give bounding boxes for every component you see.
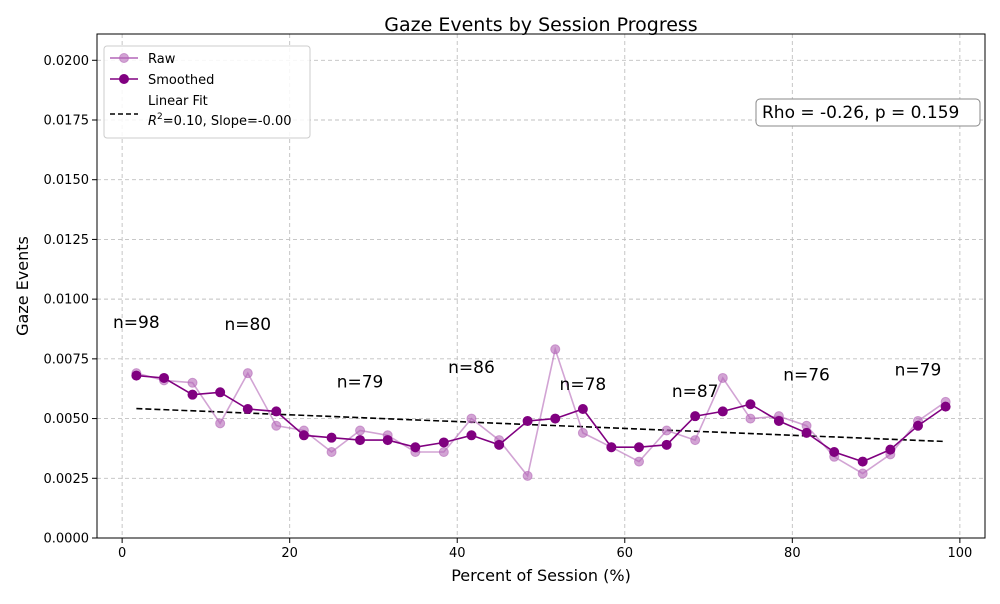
y-tick-label: 0.0200 bbox=[44, 54, 90, 69]
raw-point bbox=[215, 418, 226, 429]
annotation-layer: n=98 n=80 n=79 n=86 n=78 n=87 n=76 n=79 bbox=[113, 313, 941, 402]
smoothed-point bbox=[355, 435, 366, 446]
legend-raw-marker bbox=[119, 53, 129, 63]
x-tick-label: 20 bbox=[281, 546, 298, 561]
x-axis: 0 20 40 60 80 100 bbox=[118, 538, 972, 561]
sample-count-label: n=80 bbox=[224, 315, 271, 335]
raw-point bbox=[690, 435, 701, 446]
smoothed-point bbox=[438, 437, 449, 448]
smoothed-point bbox=[271, 406, 282, 417]
legend-fit-label-2: R2=0.10, Slope=-0.00 bbox=[148, 112, 291, 129]
smoothed-point bbox=[494, 439, 505, 450]
smoothed-point bbox=[661, 439, 672, 450]
smoothed-point bbox=[857, 456, 868, 467]
y-tick-label: 0.0175 bbox=[44, 113, 90, 128]
raw-point bbox=[745, 413, 756, 424]
smoothed-point bbox=[801, 427, 812, 438]
legend-raw-label: Raw bbox=[148, 52, 176, 67]
smoothed-point bbox=[577, 404, 588, 415]
smoothed-point bbox=[829, 447, 840, 458]
sample-count-label: n=98 bbox=[113, 313, 160, 333]
raw-point bbox=[577, 427, 588, 438]
smoothed-point bbox=[634, 442, 645, 453]
raw-point bbox=[661, 425, 672, 436]
smoothed-point bbox=[773, 415, 784, 426]
raw-point bbox=[634, 456, 645, 467]
raw-point bbox=[271, 420, 282, 431]
sample-count-label: n=86 bbox=[448, 358, 495, 378]
smoothed-point bbox=[466, 430, 477, 441]
smoothed-point bbox=[382, 435, 393, 446]
raw-point bbox=[550, 344, 561, 355]
sample-count-label: n=79 bbox=[895, 361, 942, 381]
legend: Raw Smoothed Linear Fit R2=0.10, Slope=-… bbox=[103, 45, 311, 139]
y-tick-label: 0.0025 bbox=[44, 472, 90, 487]
smoothed-point bbox=[717, 406, 728, 417]
smoothed-point bbox=[550, 413, 561, 424]
chart-title: Gaze Events by Session Progress bbox=[384, 14, 697, 36]
raw-point bbox=[187, 377, 198, 388]
smoothed-point bbox=[940, 401, 951, 412]
stats-box-text: Rho = -0.26, p = 0.159 bbox=[762, 103, 959, 123]
y-tick-label: 0.0150 bbox=[44, 173, 90, 188]
smoothed-point bbox=[187, 389, 198, 400]
y-axis: 0.0000 0.0025 0.0050 0.0075 0.0100 0.0125 0.01… bbox=[44, 54, 97, 547]
plot-frame bbox=[96, 33, 986, 539]
smoothed-series-layer bbox=[131, 370, 951, 467]
raw-point bbox=[857, 468, 868, 479]
raw-point bbox=[466, 413, 477, 424]
raw-point bbox=[326, 447, 337, 458]
legend-frame bbox=[103, 45, 311, 139]
smoothed-point bbox=[745, 399, 756, 410]
smoothed-point bbox=[298, 430, 309, 441]
x-tick-label: 40 bbox=[449, 546, 466, 561]
x-axis-label: Percent of Session (%) bbox=[451, 566, 631, 585]
raw-point bbox=[242, 368, 253, 379]
smoothed-point bbox=[215, 387, 226, 398]
y-tick-label: 0.0125 bbox=[44, 233, 90, 248]
raw-point bbox=[355, 425, 366, 436]
raw-point bbox=[717, 372, 728, 383]
x-tick-label: 60 bbox=[617, 546, 634, 561]
sample-count-label: n=78 bbox=[560, 375, 607, 395]
smoothed-point bbox=[131, 370, 142, 381]
stats-box-frame bbox=[755, 98, 981, 127]
raw-point bbox=[522, 470, 533, 481]
legend-fit-stats: =0.10, Slope=-0.00 bbox=[163, 114, 292, 129]
smoothed-point bbox=[885, 444, 896, 455]
r-squared-exponent: 2 bbox=[157, 112, 163, 122]
sample-count-label: n=87 bbox=[672, 382, 719, 402]
smoothed-point bbox=[690, 411, 701, 422]
smoothed-point bbox=[242, 404, 253, 415]
sample-count-label: n=76 bbox=[783, 365, 830, 385]
smoothed-point bbox=[912, 420, 923, 431]
x-tick-label: 0 bbox=[118, 546, 126, 561]
smoothed-point bbox=[522, 415, 533, 426]
legend-smoothed-marker bbox=[119, 74, 129, 84]
y-tick-label: 0.0000 bbox=[44, 532, 90, 547]
y-tick-label: 0.0050 bbox=[44, 412, 90, 427]
smoothed-point bbox=[606, 442, 617, 453]
r-squared-symbol: R bbox=[148, 114, 157, 129]
raw-series-line bbox=[136, 346, 947, 478]
legend-fit-label: Linear Fit bbox=[148, 94, 208, 109]
sample-count-label: n=79 bbox=[337, 373, 384, 393]
x-tick-label: 100 bbox=[947, 546, 972, 561]
raw-point bbox=[438, 447, 449, 458]
y-tick-label: 0.0100 bbox=[44, 293, 90, 308]
y-tick-label: 0.0075 bbox=[44, 352, 90, 367]
smoothed-point bbox=[159, 372, 170, 383]
x-tick-label: 80 bbox=[784, 546, 801, 561]
legend-smoothed-label: Smoothed bbox=[148, 73, 214, 88]
y-axis-label: Gaze Events bbox=[13, 236, 32, 336]
stats-box: Rho = -0.26, p = 0.159 bbox=[755, 98, 981, 127]
smoothed-point bbox=[326, 432, 337, 443]
smoothed-point bbox=[410, 442, 421, 453]
